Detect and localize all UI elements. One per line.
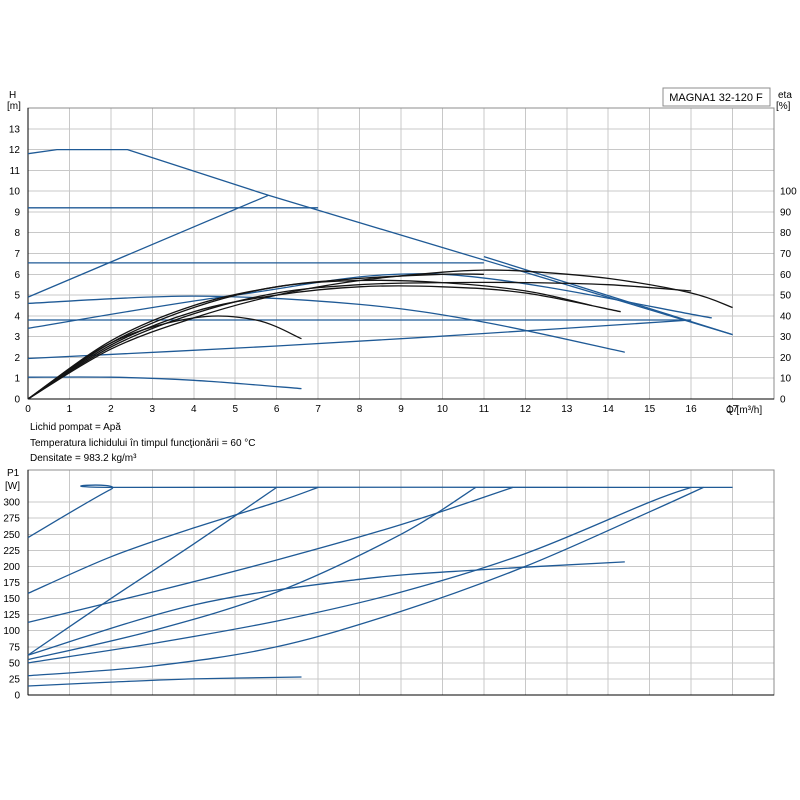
y2-tick-label: 20 <box>780 353 792 364</box>
y2-tick-label: 60 <box>780 270 792 281</box>
x-tick-label: 7 <box>315 404 321 415</box>
x-tick-label: 8 <box>357 404 363 415</box>
y-tick-label: 8 <box>14 228 20 239</box>
y-tick-label: 2 <box>14 353 20 364</box>
power-tick-label: 225 <box>3 546 20 557</box>
efficiency-curve <box>27 285 621 400</box>
power-tick-label: 300 <box>3 498 20 509</box>
x-tick-label: 0 <box>25 404 31 415</box>
medium-info-line-3: Densitate = 983.2 kg/m³ <box>30 453 137 464</box>
power-tick-label: 25 <box>9 674 21 685</box>
head-curve <box>27 319 692 360</box>
power-tick-label: 150 <box>3 594 20 605</box>
y2-axis-title-eta: eta <box>778 90 792 101</box>
x-tick-label: 12 <box>520 404 532 415</box>
power-curve <box>27 486 476 661</box>
x-tick-label: 2 <box>108 404 114 415</box>
power-tick-label: 125 <box>3 610 20 621</box>
efficiency-curve <box>27 269 733 400</box>
power-curve <box>27 486 514 624</box>
y2-tick-label: 40 <box>780 311 792 322</box>
x-tick-label: 4 <box>191 404 197 415</box>
head-curve <box>27 295 625 353</box>
y2-tick-label: 80 <box>780 228 792 239</box>
power-curve <box>27 486 704 677</box>
y2-tick-label: 10 <box>780 374 792 385</box>
x-tick-label: 1 <box>67 404 73 415</box>
y-tick-label: 7 <box>14 249 20 260</box>
medium-info-line-2: Temperatura lichidului în timpul funcţio… <box>30 438 256 449</box>
power-curve <box>27 486 692 664</box>
power-tick-label: 0 <box>14 691 20 702</box>
x-tick-label: 15 <box>644 404 656 415</box>
y-tick-label: 5 <box>14 291 20 302</box>
y2-tick-label: 0 <box>780 395 786 406</box>
efficiency-curve <box>27 273 484 400</box>
y-tick-label: 13 <box>9 124 21 135</box>
power-curve <box>27 676 302 687</box>
y-tick-label: 10 <box>9 187 21 198</box>
x-tick-label: 9 <box>398 404 404 415</box>
x-tick-label: 5 <box>232 404 238 415</box>
power-tick-label: 175 <box>3 578 20 589</box>
y2-tick-label: 30 <box>780 332 792 343</box>
power-curve <box>27 484 733 539</box>
head-efficiency-chart: 0 1 2 3 4 5 6 7 8 9 10 11 12 13 14 15 16 1701234567891011… <box>9 107 797 415</box>
power-tick-label: 275 <box>3 514 20 525</box>
x-tick-label: 11 <box>479 404 490 415</box>
power-tick-label: 75 <box>9 642 21 653</box>
y-tick-label: 12 <box>9 145 21 156</box>
efficiency-curve <box>27 281 692 400</box>
power-tick-label: 200 <box>3 562 20 573</box>
power-curve <box>27 486 278 656</box>
y-tick-label: 3 <box>14 332 20 343</box>
y2-tick-label: 90 <box>780 207 792 218</box>
x-tick-label: 16 <box>686 404 698 415</box>
y-axis-title-h: H <box>9 90 16 101</box>
x-axis-title: Q [m³/h] <box>726 405 762 416</box>
y-tick-label: 1 <box>14 374 20 385</box>
head-curve <box>27 148 733 336</box>
medium-info-line-1: Lichid pompat = Apă <box>30 422 121 433</box>
y-axis-unit-h: [m] <box>7 101 21 112</box>
head-curve <box>483 255 733 336</box>
y-tick-label: 9 <box>14 207 20 218</box>
x-tick-label: 17 <box>727 404 739 415</box>
y2-tick-label: 50 <box>780 291 792 302</box>
x-tick-label: 3 <box>150 404 156 415</box>
head-curve <box>27 273 712 329</box>
model-label: MAGNA1 32-120 F <box>669 92 763 104</box>
y2-axis-unit-eta: [%] <box>776 101 791 112</box>
power-tick-label: 50 <box>9 658 21 669</box>
head-curve <box>27 376 302 390</box>
y-tick-label: 6 <box>14 270 20 281</box>
y-tick-label: 11 <box>10 166 21 177</box>
power-tick-label: 100 <box>3 626 20 637</box>
y2-tick-label: 100 <box>780 187 797 198</box>
power-curve <box>27 486 319 594</box>
power-curve <box>27 561 625 656</box>
x-tick-label: 13 <box>561 404 573 415</box>
power-chart: 0 25 50 75 100 125 150 175 200 225 250 275 300 <box>3 469 775 702</box>
y-tick-label: 0 <box>14 395 20 406</box>
x-tick-label: 10 <box>437 404 449 415</box>
model-label-box <box>662 87 771 107</box>
head-curve <box>27 194 269 298</box>
power-axis-title: P1 <box>7 468 20 479</box>
x-tick-label: 6 <box>274 404 280 415</box>
power-tick-label: 250 <box>3 530 20 541</box>
power-axis-unit: [W] <box>5 481 20 492</box>
x-tick-label: 14 <box>603 404 615 415</box>
y-tick-label: 4 <box>14 311 20 322</box>
y2-tick-label: 70 <box>780 249 792 260</box>
